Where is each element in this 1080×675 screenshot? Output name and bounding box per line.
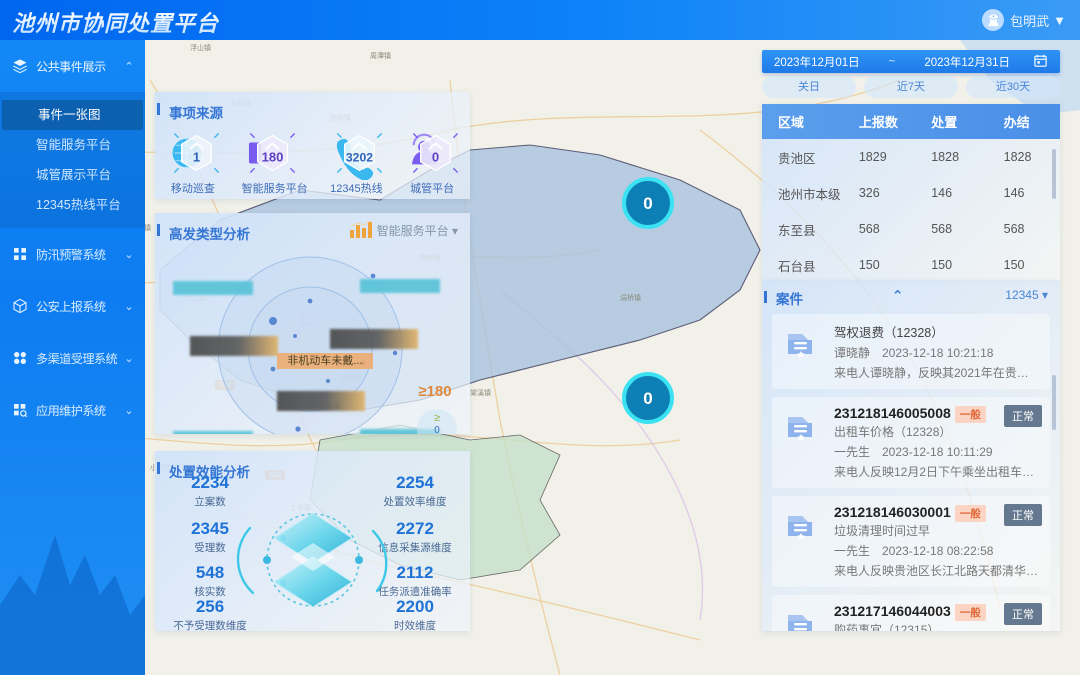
svg-text:0: 0 <box>432 150 439 165</box>
svg-text:浮山镇: 浮山镇 <box>190 43 211 52</box>
svg-text:周潭镇: 周潭镇 <box>370 51 391 60</box>
svg-text:棠溪镇: 棠溪镇 <box>470 388 491 397</box>
svg-text:0: 0 <box>434 425 440 434</box>
svg-text:0: 0 <box>643 389 652 408</box>
svg-text:≥180: ≥180 <box>418 383 451 400</box>
svg-text:非机动车未戴...: 非机动车未戴... <box>287 353 362 367</box>
svg-text:0: 0 <box>643 194 652 213</box>
svg-text:1: 1 <box>193 150 200 165</box>
svg-text:≥: ≥ <box>434 412 440 424</box>
svg-text:涓桥镇: 涓桥镇 <box>620 293 641 302</box>
svg-text:180: 180 <box>261 150 283 165</box>
svg-text:3202: 3202 <box>346 151 373 165</box>
